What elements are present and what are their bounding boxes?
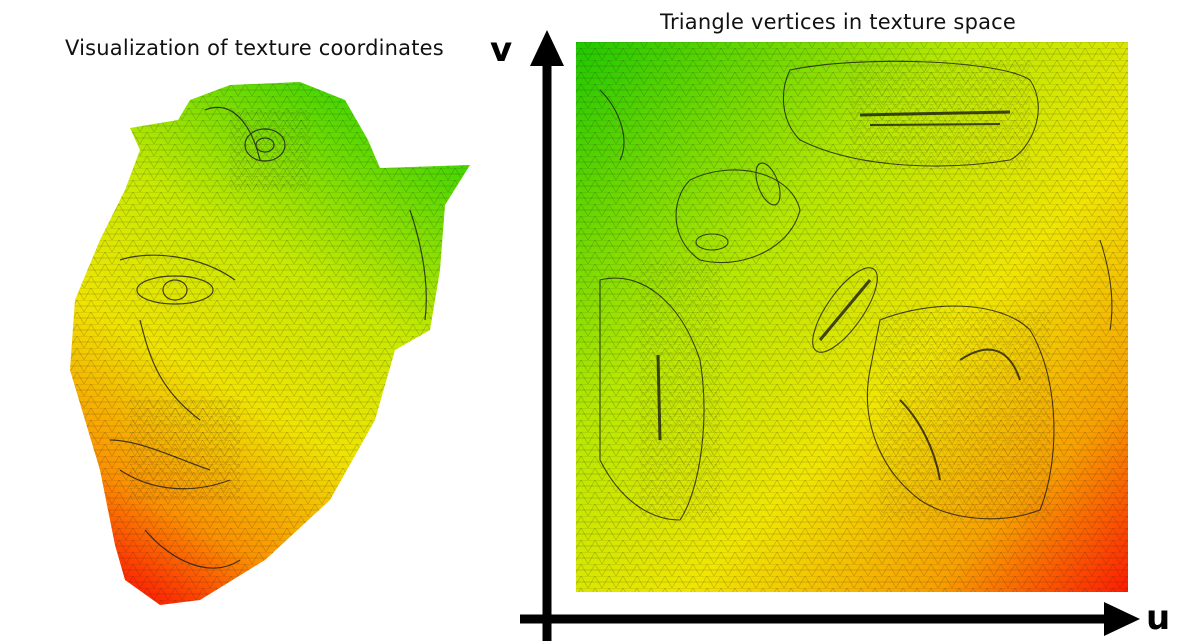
left-panel-title: Visualization of texture coordinates bbox=[65, 36, 444, 60]
right-panel-title: Triangle vertices in texture space bbox=[660, 10, 1017, 34]
v-axis-arrowhead bbox=[530, 30, 564, 66]
u-axis-arrowhead bbox=[1104, 602, 1140, 636]
uv-axes bbox=[520, 30, 1140, 641]
u-axis-label: u bbox=[1146, 598, 1171, 638]
face-mesh-render bbox=[70, 82, 470, 605]
texture-space-mesh bbox=[576, 42, 1128, 592]
v-axis-label: v bbox=[490, 30, 513, 70]
